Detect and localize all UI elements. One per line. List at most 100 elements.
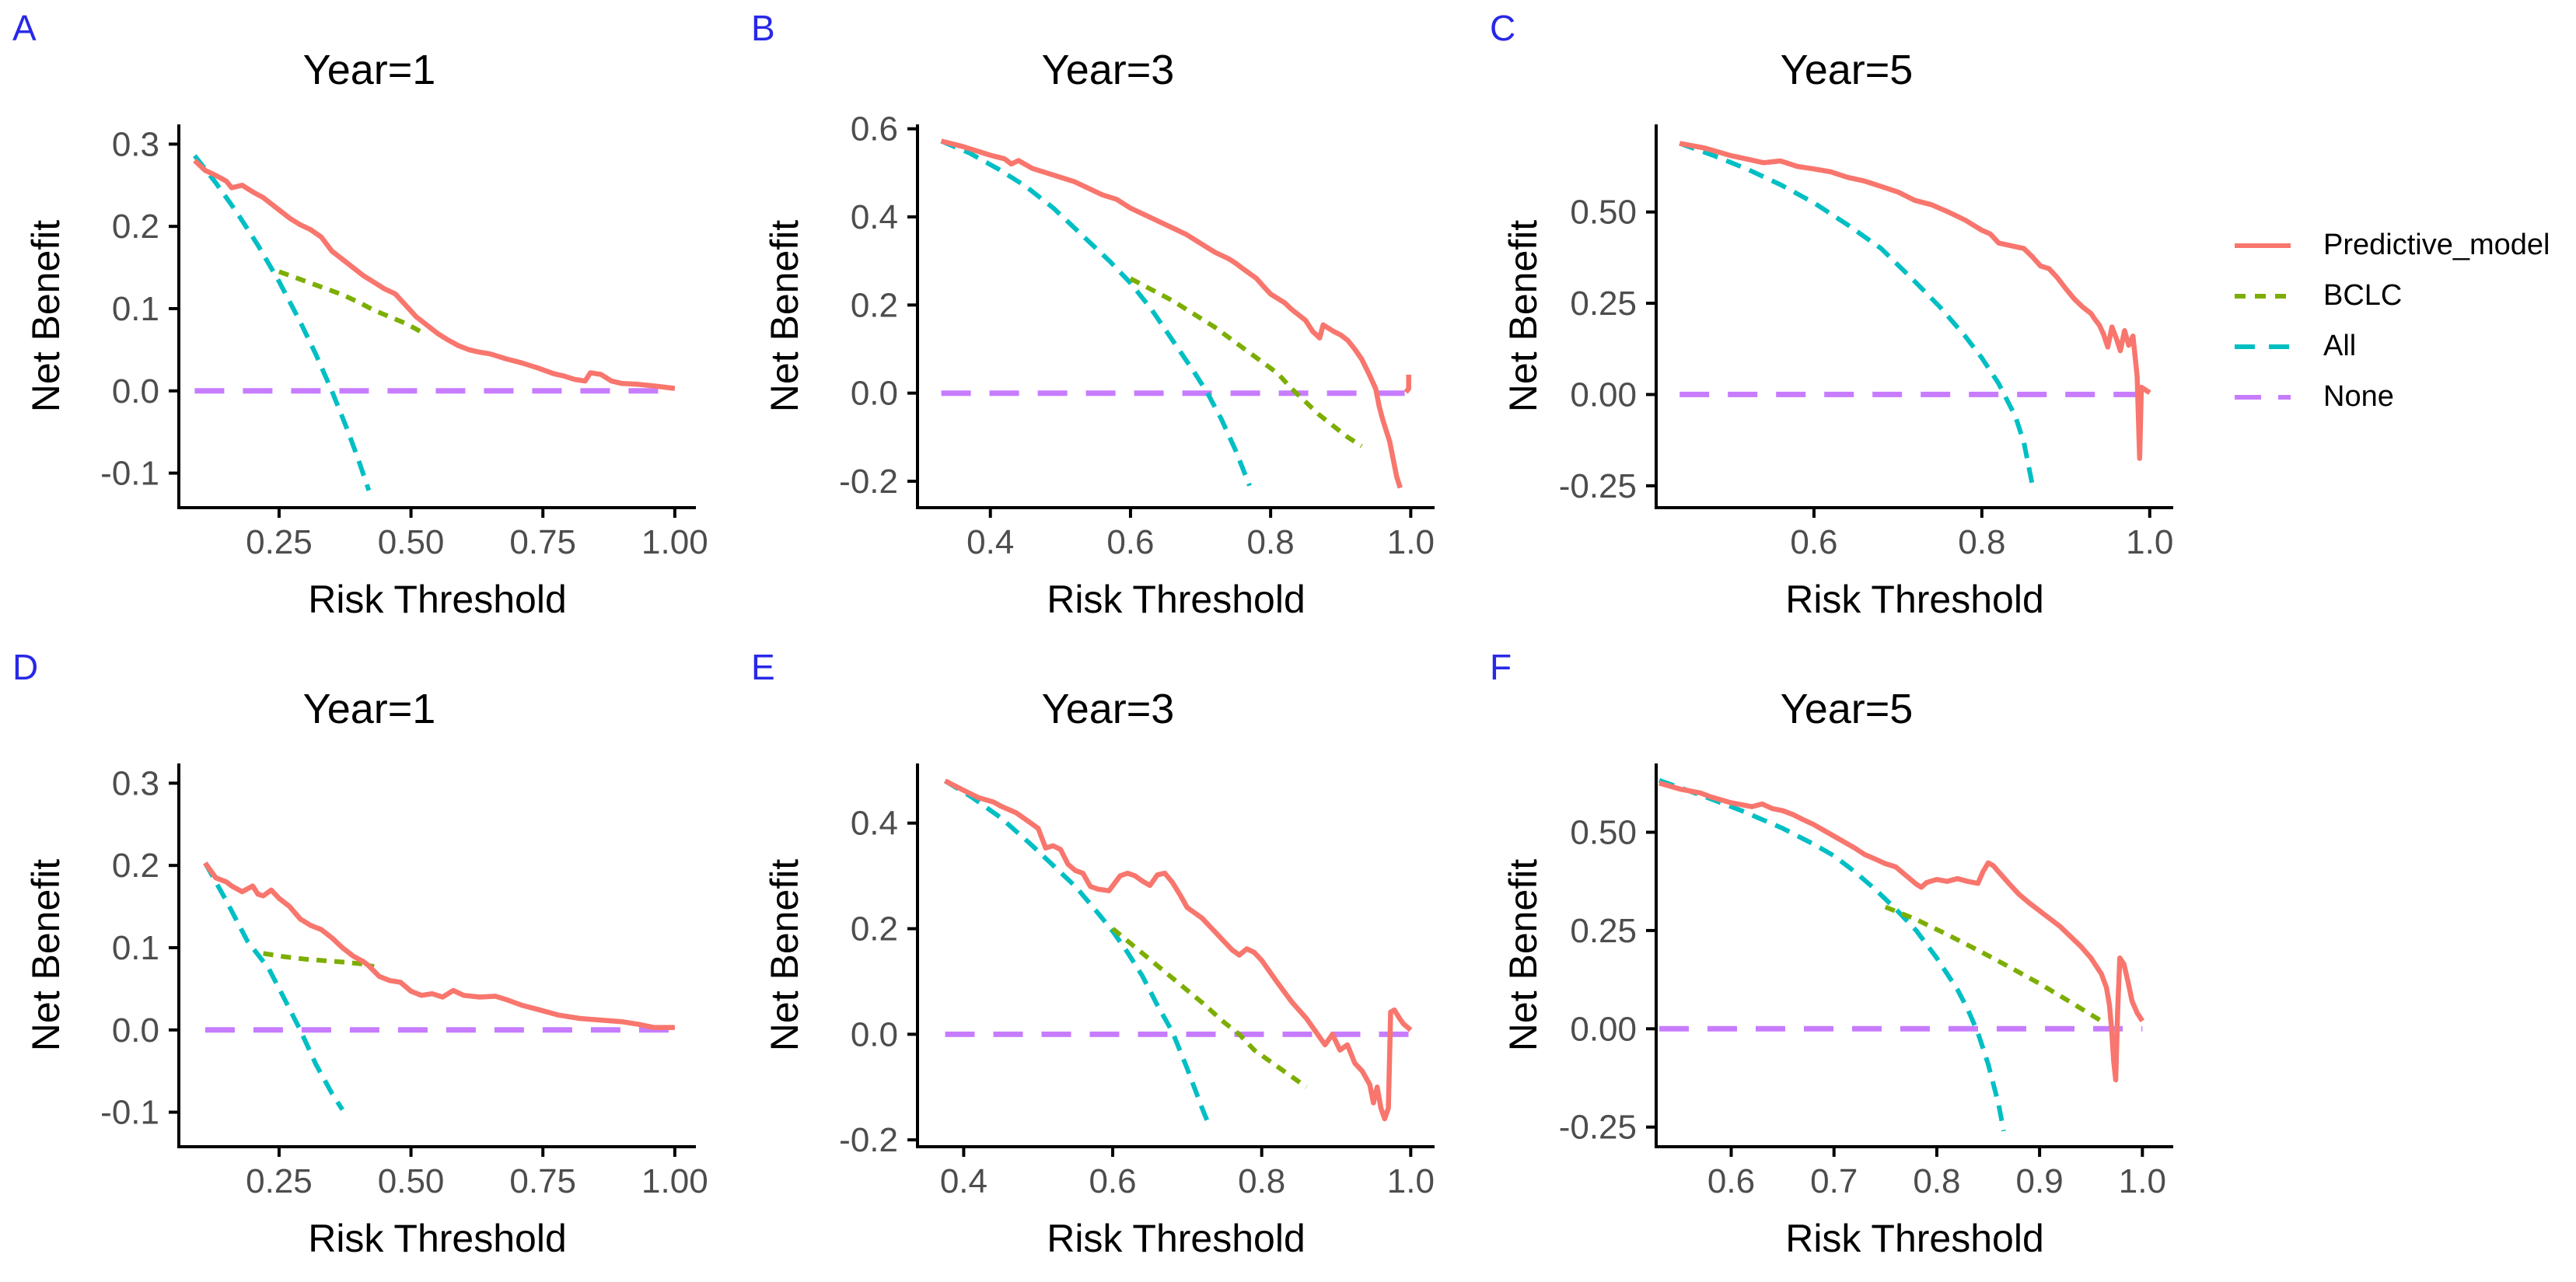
y-tick-label: 0.50 bbox=[1570, 194, 1637, 232]
x-axis-label: Risk Threshold bbox=[1785, 1217, 2044, 1260]
panel-plot-b: B Year=3 Net Benefit Risk Threshold 0.4 0.6 0.… bbox=[751, 8, 1435, 621]
y-tick-label: 0.0 bbox=[112, 372, 159, 410]
y-tick-label: 0.3 bbox=[112, 125, 159, 163]
x-axis-label: Risk Threshold bbox=[1047, 1217, 1305, 1260]
x-axis-label: Risk Threshold bbox=[308, 1217, 567, 1260]
dca-panel-b: B Year=3 Net Benefit Risk Threshold 0.4 0.6 0.… bbox=[739, 0, 1477, 639]
x-tick-label: 1.00 bbox=[641, 523, 708, 561]
dca-panel-d: D Year=1 Net Benefit Risk Threshold 0.25 0.50… bbox=[0, 639, 739, 1278]
y-axis-label: Net Benefit bbox=[24, 859, 68, 1051]
x-tick-label: 0.4 bbox=[966, 523, 1014, 561]
panel-letter: E bbox=[751, 647, 775, 687]
x-tick-label: 0.6 bbox=[1790, 523, 1837, 561]
all-line bbox=[943, 778, 1212, 1128]
all-line bbox=[1658, 777, 2006, 1132]
panel-title: Year=1 bbox=[303, 47, 436, 93]
panel-title: Year=1 bbox=[303, 686, 436, 732]
panel-title: Year=3 bbox=[1042, 47, 1175, 93]
x-tick-label: 0.6 bbox=[1707, 1162, 1755, 1200]
x-tick-label: 1.0 bbox=[1387, 1162, 1435, 1200]
legend-label: All bbox=[2323, 330, 2357, 362]
panel-plot-c: C Year=5 Net Benefit Risk Threshold 0.6 0.8 1.… bbox=[1490, 8, 2173, 621]
panel-plot-a: A Year=1 Net Benefit Risk Threshold 0.25 0.50… bbox=[12, 8, 708, 621]
y-tick-label: 0.1 bbox=[112, 290, 159, 328]
x-tick-label: 0.8 bbox=[1913, 1162, 1960, 1200]
y-tick-label: 0.6 bbox=[851, 110, 898, 148]
legend-item-all: All bbox=[2233, 321, 2576, 372]
y-axis-label: Net Benefit bbox=[1501, 859, 1545, 1051]
x-tick-label: 0.75 bbox=[509, 523, 576, 561]
x-tick-label: 0.7 bbox=[1810, 1162, 1858, 1200]
predictive-model-line bbox=[1403, 374, 1411, 394]
y-tick-label: 0.0 bbox=[112, 1011, 159, 1050]
y-tick-label: 0.50 bbox=[1570, 813, 1637, 851]
x-tick-label: 0.4 bbox=[940, 1162, 987, 1200]
panel-letter: F bbox=[1490, 647, 1512, 687]
y-tick-label: 0.2 bbox=[851, 910, 898, 948]
x-tick-label: 0.6 bbox=[1106, 523, 1154, 561]
y-tick-label: 0.25 bbox=[1570, 285, 1637, 323]
dca-panel-a: A Year=1 Net Benefit Risk Threshold 0.25 0.50… bbox=[0, 0, 739, 639]
legend-label: Predictive_model bbox=[2323, 229, 2550, 261]
x-axis-label: Risk Threshold bbox=[1785, 578, 2044, 621]
panel-plot-e: E Year=3 Net Benefit Risk Threshold 0.4 0.6 0.… bbox=[751, 647, 1435, 1260]
axis-lines bbox=[916, 763, 1435, 1148]
x-tick-label: 0.8 bbox=[1238, 1162, 1285, 1200]
legend-item-none: None bbox=[2233, 372, 2576, 422]
y-tick-label: -0.1 bbox=[100, 1094, 159, 1132]
y-axis-label: Net Benefit bbox=[24, 220, 68, 412]
x-axis-label: Risk Threshold bbox=[1047, 578, 1305, 621]
y-tick-label: 0.2 bbox=[851, 286, 898, 324]
all-line bbox=[1679, 141, 2035, 485]
bclc-line bbox=[1111, 927, 1308, 1089]
y-tick-label: 0.3 bbox=[112, 764, 159, 802]
dca-panel-f: F Year=5 Net Benefit Risk Threshold 0.6 0.7 0.… bbox=[1477, 639, 2216, 1278]
panel-plot-d: D Year=1 Net Benefit Risk Threshold 0.25 0.50… bbox=[12, 647, 708, 1260]
y-tick-label: -0.25 bbox=[1559, 1109, 1637, 1147]
predictive-model-line-swatch bbox=[2235, 243, 2291, 248]
x-tick-label: 1.0 bbox=[2126, 523, 2173, 561]
axis-lines bbox=[177, 124, 696, 509]
panel-letter: D bbox=[12, 647, 38, 687]
all-line-swatch bbox=[2235, 344, 2291, 349]
y-tick-label: 0.25 bbox=[1570, 912, 1637, 950]
predictive-model-line bbox=[1658, 781, 2145, 1083]
y-tick-label: 0.2 bbox=[112, 847, 159, 885]
y-axis-label: Net Benefit bbox=[1501, 220, 1545, 412]
axis-lines bbox=[916, 124, 1435, 509]
y-tick-label: 0.1 bbox=[112, 929, 159, 967]
legend: Predictive_model BCLC All None bbox=[2233, 220, 2576, 422]
y-axis-label: Net Benefit bbox=[763, 859, 806, 1051]
x-tick-label: 0.9 bbox=[2016, 1162, 2064, 1200]
bclc-line bbox=[1884, 904, 2103, 1023]
legend-item-bclc: BCLC bbox=[2233, 271, 2576, 321]
y-tick-label: -0.2 bbox=[839, 1121, 898, 1159]
predictive-model-line bbox=[203, 861, 675, 1030]
y-axis-label: Net Benefit bbox=[763, 220, 806, 412]
panel-title: Year=5 bbox=[1781, 47, 1914, 93]
y-tick-label: -0.1 bbox=[100, 455, 159, 493]
panel-title: Year=5 bbox=[1781, 686, 1914, 732]
dca-panel-e: E Year=3 Net Benefit Risk Threshold 0.4 0.6 0.… bbox=[739, 639, 1477, 1278]
x-tick-label: 0.6 bbox=[1089, 1162, 1136, 1200]
panel-letter: B bbox=[751, 8, 775, 48]
predictive-model-line bbox=[944, 778, 1413, 1122]
panel-plot-f: F Year=5 Net Benefit Risk Threshold 0.6 0.7 0.… bbox=[1490, 647, 2173, 1260]
axis-lines bbox=[177, 763, 696, 1148]
predictive-model-line bbox=[193, 159, 676, 391]
x-tick-label: 0.25 bbox=[246, 523, 313, 561]
dca-panel-c: C Year=5 Net Benefit Risk Threshold 0.6 0.8 1.… bbox=[1477, 0, 2216, 639]
bclc-line-swatch bbox=[2235, 293, 2291, 299]
x-tick-label: 0.50 bbox=[378, 523, 445, 561]
panel-grid: A Year=1 Net Benefit Risk Threshold 0.25 0.50… bbox=[0, 0, 2216, 1278]
x-tick-label: 0.75 bbox=[509, 1162, 576, 1200]
y-tick-label: 0.4 bbox=[851, 198, 898, 236]
panel-letter: C bbox=[1490, 8, 1515, 48]
panel-letter: A bbox=[12, 8, 37, 48]
x-tick-label: 0.50 bbox=[378, 1162, 445, 1200]
axis-lines bbox=[1655, 124, 2173, 509]
y-tick-label: 0.4 bbox=[851, 805, 898, 843]
y-tick-label: 0.0 bbox=[851, 1015, 898, 1053]
y-tick-label: 0.0 bbox=[851, 375, 898, 413]
